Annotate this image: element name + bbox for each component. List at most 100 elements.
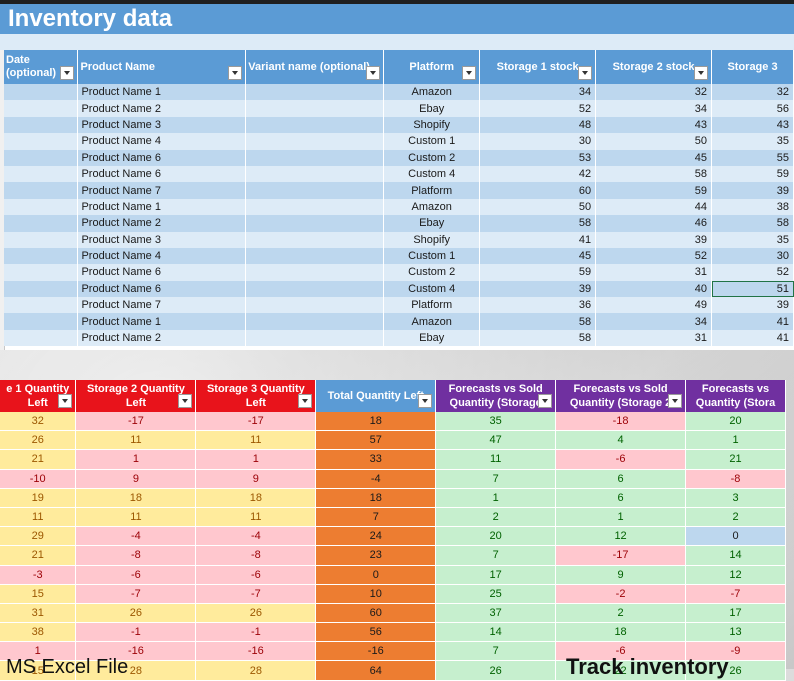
cell-platform[interactable]: Custom 4 bbox=[383, 165, 481, 183]
cell-platform[interactable]: Amazon bbox=[383, 198, 481, 216]
quantity-cell[interactable]: 37 bbox=[435, 603, 557, 624]
quantity-cell[interactable]: 1 bbox=[75, 449, 197, 470]
cell-s2[interactable]: 31 bbox=[595, 264, 713, 281]
cell-s2[interactable]: 52 bbox=[595, 247, 713, 265]
quantity-cell[interactable]: 35 bbox=[435, 412, 557, 432]
cell-platform[interactable]: Custom 4 bbox=[383, 280, 481, 298]
cell-product[interactable]: Product Name 3 bbox=[77, 231, 247, 248]
quantity-cell[interactable]: -4 bbox=[315, 469, 437, 489]
filter-dropdown-icon[interactable] bbox=[178, 394, 193, 408]
quantity-cell[interactable]: 20 bbox=[685, 412, 786, 432]
cell-s2[interactable]: 39 bbox=[595, 231, 713, 248]
cell-s1[interactable]: 52 bbox=[479, 100, 597, 117]
quantity-cell[interactable]: 14 bbox=[435, 622, 557, 643]
cell-date[interactable] bbox=[4, 100, 79, 117]
quantity-cell[interactable]: 18 bbox=[315, 488, 437, 508]
cell-variant[interactable] bbox=[245, 264, 385, 281]
cell-s2[interactable]: 43 bbox=[595, 116, 713, 134]
quantity-cell[interactable]: -16 bbox=[315, 641, 437, 662]
cell-variant[interactable] bbox=[245, 165, 385, 183]
cell-variant[interactable] bbox=[245, 280, 385, 298]
cell-s1[interactable]: 48 bbox=[479, 116, 597, 134]
filter-dropdown-icon[interactable] bbox=[228, 66, 243, 80]
cell-platform[interactable]: Platform bbox=[383, 182, 481, 199]
filter-dropdown-icon[interactable] bbox=[366, 66, 381, 80]
cell-s3[interactable]: 38 bbox=[711, 198, 794, 216]
quantity-cell[interactable]: -18 bbox=[555, 412, 687, 432]
quantity-cell[interactable]: 26 bbox=[75, 603, 197, 624]
cell-product[interactable]: Product Name 7 bbox=[77, 297, 247, 314]
cell-product[interactable]: Product Name 2 bbox=[77, 215, 247, 232]
filter-dropdown-icon[interactable] bbox=[668, 394, 683, 408]
filter-dropdown-icon[interactable] bbox=[538, 394, 553, 408]
cell-product[interactable]: Product Name 6 bbox=[77, 149, 247, 166]
cell-s2[interactable]: 44 bbox=[595, 198, 713, 216]
quantity-cell[interactable]: 26 bbox=[0, 430, 77, 451]
quantity-cell[interactable]: -6 bbox=[555, 449, 687, 470]
quantity-cell[interactable]: 23 bbox=[315, 545, 437, 566]
quantity-cell[interactable]: 33 bbox=[315, 449, 437, 470]
cell-platform[interactable]: Amazon bbox=[383, 84, 481, 101]
cell-s3[interactable]: 30 bbox=[711, 247, 794, 265]
quantity-cell[interactable]: 2 bbox=[555, 603, 687, 624]
cell-date[interactable] bbox=[4, 182, 79, 199]
quantity-cell[interactable]: -17 bbox=[75, 412, 197, 432]
cell-product[interactable]: Product Name 2 bbox=[77, 329, 247, 347]
cell-product[interactable]: Product Name 3 bbox=[77, 116, 247, 134]
cell-date[interactable] bbox=[4, 198, 79, 216]
cell-s1[interactable]: 53 bbox=[479, 149, 597, 166]
cell-date[interactable] bbox=[4, 84, 79, 101]
quantity-cell[interactable]: -10 bbox=[0, 469, 77, 489]
cell-s3[interactable]: 35 bbox=[711, 133, 794, 150]
quantity-cell[interactable]: 32 bbox=[0, 412, 77, 432]
column-header-platform[interactable]: Platform bbox=[383, 50, 481, 84]
cell-s2[interactable]: 34 bbox=[595, 313, 713, 330]
column-header-date[interactable]: Date (optional) bbox=[4, 50, 79, 84]
cell-s1[interactable]: 41 bbox=[479, 231, 597, 248]
cell-s3[interactable]: 41 bbox=[711, 329, 794, 347]
quantity-cell[interactable]: 11 bbox=[75, 430, 197, 451]
cell-s3[interactable]: 55 bbox=[711, 149, 794, 166]
cell-s2[interactable]: 31 bbox=[595, 329, 713, 347]
column-header-s3[interactable]: Storage 3 bbox=[711, 50, 794, 84]
column-header-product[interactable]: Product Name bbox=[77, 50, 247, 84]
quantity-cell[interactable]: 21 bbox=[0, 449, 77, 470]
quantity-cell[interactable]: 12 bbox=[555, 526, 687, 547]
quantity-cell[interactable]: -17 bbox=[195, 412, 317, 432]
quantity-cell[interactable]: -6 bbox=[555, 641, 687, 662]
cell-platform[interactable]: Platform bbox=[383, 297, 481, 314]
quantity-cell[interactable]: -1 bbox=[195, 622, 317, 643]
cell-product[interactable]: Product Name 6 bbox=[77, 264, 247, 281]
cell-s3[interactable]: 32 bbox=[711, 84, 794, 101]
quantity-cell[interactable]: 7 bbox=[435, 641, 557, 662]
cell-variant[interactable] bbox=[245, 149, 385, 166]
filter-dropdown-icon[interactable] bbox=[58, 394, 73, 408]
cell-date[interactable] bbox=[4, 280, 79, 298]
quantity-cell[interactable]: 26 bbox=[195, 603, 317, 624]
quantity-cell[interactable]: 6 bbox=[555, 488, 687, 508]
cell-product[interactable]: Product Name 2 bbox=[77, 100, 247, 117]
cell-s1[interactable]: 30 bbox=[479, 133, 597, 150]
cell-variant[interactable] bbox=[245, 84, 385, 101]
filter-dropdown-icon[interactable] bbox=[60, 66, 75, 80]
quantity-cell[interactable]: 20 bbox=[435, 526, 557, 547]
quantity-cell[interactable]: -16 bbox=[75, 641, 197, 662]
quantity-cell[interactable]: -1 bbox=[75, 622, 197, 643]
cell-date[interactable] bbox=[4, 116, 79, 134]
cell-s1[interactable]: 36 bbox=[479, 297, 597, 314]
cell-s1[interactable]: 42 bbox=[479, 165, 597, 183]
cell-s3[interactable]: 51 bbox=[711, 280, 794, 298]
cell-date[interactable] bbox=[4, 313, 79, 330]
cell-platform[interactable]: Shopify bbox=[383, 116, 481, 134]
cell-date[interactable] bbox=[4, 247, 79, 265]
quantity-cell[interactable]: -6 bbox=[195, 565, 317, 585]
quantity-cell[interactable]: -9 bbox=[685, 641, 786, 662]
filter-dropdown-icon[interactable] bbox=[462, 66, 477, 80]
quantity-cell[interactable]: 18 bbox=[555, 622, 687, 643]
quantity-cell[interactable]: 3 bbox=[685, 488, 786, 508]
cell-variant[interactable] bbox=[245, 116, 385, 134]
column-header-variant[interactable]: Variant name (optional) bbox=[245, 50, 385, 84]
quantity-cell[interactable]: -4 bbox=[195, 526, 317, 547]
cell-date[interactable] bbox=[4, 149, 79, 166]
quantity-cell[interactable]: 2 bbox=[685, 507, 786, 528]
